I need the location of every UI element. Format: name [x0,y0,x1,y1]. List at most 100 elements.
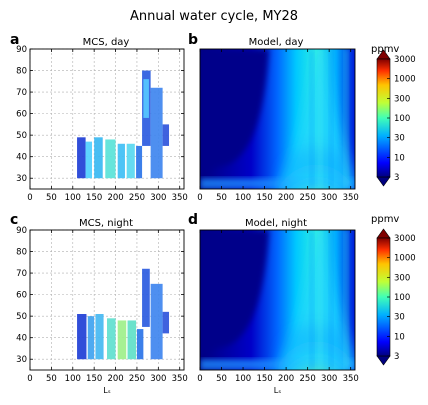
colorbar-bottom-max-extension [376,228,391,239]
panel-c-band-9 [162,311,170,334]
panel-a-band-5 [126,143,135,179]
panel-b-field-streak-300 [329,49,334,189]
panel-c-band-2 [95,314,104,360]
colorbar-top-tick-label-10: 10 [394,153,405,163]
panel-c-band-8 [150,283,163,360]
panel-d-field [200,230,355,370]
panel-c-ytick-label-30: 30 [16,355,27,365]
panel-a-band-1 [85,141,93,179]
panel-b-xtick-label-150: 150 [256,193,272,203]
panel-c-band-6 [136,329,144,360]
colorbar-top-unit: ppmv [371,44,399,55]
panel-d-xtick-label-200: 200 [278,374,294,384]
colorbar-top: 3000 1000 300 100 30 10 3 [376,49,416,187]
colorbar-top-tick-label-30: 30 [394,134,405,144]
panel-a-title: MCS, day [83,37,130,48]
panel-a-frame [29,48,185,190]
panel-c-ytick-label-60: 60 [16,291,27,301]
panel-b-xtick-label-300: 300 [321,193,337,203]
colorbar-bottom-unit: ppmv [371,214,399,225]
panel-letter-b: b [188,32,198,48]
colorbar-bottom-tick-label-3000: 3000 [394,234,416,244]
panel-a-band-9 [150,87,163,179]
panel-c-ytick-label-40: 40 [16,334,27,344]
panel-c-band-5 [127,320,137,360]
panel-d-field-lowband [200,359,355,370]
panel-a-xtick-label-100: 100 [65,193,81,203]
panel-a-ytick-label-80: 80 [16,67,27,77]
panel-a-xtick-label-150: 150 [86,193,102,203]
panel-b-xtick-label-100: 100 [235,193,251,203]
panel-c-xtick-label-150: 150 [86,374,102,384]
panel-b-field-streak-255 [309,49,314,189]
panel-c-ytick-label-90: 90 [16,226,27,236]
panel-d-xtick-label-300: 300 [321,374,337,384]
panel-a-ytick-label-90: 90 [16,45,27,55]
panel-d-field-streak-275 [318,230,323,370]
panel-d-field-peak [278,307,355,370]
colorbar-bottom-tick-label-300: 300 [394,273,410,283]
colorbar-top-tick-label-300: 300 [394,94,410,104]
panel-c-xtick-label-200: 200 [107,374,123,384]
panel-c-xtick-label-250: 250 [129,374,145,384]
colorbar-bottom-tick-label-30: 30 [394,313,405,323]
panel-b-xtick-label-200: 200 [278,193,294,203]
panel-d-field-streak-300 [329,230,334,370]
panel-b-xtick-label-0: 0 [197,193,202,203]
panel-c-band-0 [77,314,87,360]
panel-c-band-3 [107,318,116,360]
panel-c-title: MCS, night [79,218,133,229]
panel-b-field-streak-275 [318,49,323,189]
panel-a-ytick-label-40: 40 [16,153,27,163]
panel-d-model-night: 0 50 100 150 200 250 300 350 Lₛ [197,229,359,395]
panel-c-xtick-label-300: 300 [150,374,166,384]
panel-d-xtick-label-250: 250 [300,374,316,384]
colorbar-top-min-extension [376,176,391,187]
panel-d-title: Model, night [245,218,307,229]
panel-c-xtick-label-350: 350 [172,374,188,384]
panel-a-band-2 [94,137,103,179]
colorbar-top-tick-label-100: 100 [394,114,410,124]
panel-d-field-streak-335 [344,230,349,370]
panel-a-ytick-label-50: 50 [16,131,27,141]
panel-d-xlabel: Lₛ [274,386,281,395]
panel-c-band-7 [142,268,150,327]
panel-d-field-dry [200,230,269,358]
panel-b-field-streak-335 [344,49,349,189]
figure-title: Annual water cycle, MY28 [130,9,298,24]
panel-c-xtick-label-100: 100 [65,374,81,384]
panel-a-xtick-label-0: 0 [27,193,32,203]
panel-a-band-4 [117,143,125,179]
panel-a-ytick-label-30: 30 [16,174,27,184]
panel-c-band-1 [87,316,95,360]
colorbar-bottom-tick-label-3: 3 [394,352,399,362]
panel-b-field [200,49,355,189]
colorbar-bottom-min-extension [376,355,391,366]
colorbar-bottom-tick-label-1000: 1000 [394,254,416,264]
panel-b-field-lowband [200,178,355,189]
panel-a-band-0 [77,137,86,179]
panel-a-xtick-label-50: 50 [46,193,57,203]
colorbar-top-tick-label-3: 3 [394,173,399,183]
colorbar-bottom-tick-label-100: 100 [394,293,410,303]
panel-c-xtick-label-0: 0 [27,374,32,384]
panel-letter-a: a [10,32,19,48]
panel-c-ytick-label-50: 50 [16,312,27,322]
panel-b-model-day: 0 50 100 150 200 250 300 350 [197,48,359,203]
panel-c-ytick-label-80: 80 [16,248,27,258]
panel-c-ytick-label-70: 70 [16,269,27,279]
colorbar-bottom-tick-label-10: 10 [394,332,405,342]
panel-a-ytick-label-70: 70 [16,88,27,98]
panel-d-xtick-label-50: 50 [216,374,227,384]
panel-a-band-8 [143,79,149,118]
panel-d-frame [199,229,356,371]
panel-a-xtick-label-300: 300 [150,193,166,203]
panel-a-xtick-label-250: 250 [129,193,145,203]
panel-b-frame [199,48,356,190]
panel-d-xtick-label-150: 150 [256,374,272,384]
panel-letter-d: d [188,212,198,228]
panel-a-ytick-label-60: 60 [16,110,27,120]
panel-a-xtick-label-200: 200 [107,193,123,203]
panel-letter-c: c [10,212,18,228]
